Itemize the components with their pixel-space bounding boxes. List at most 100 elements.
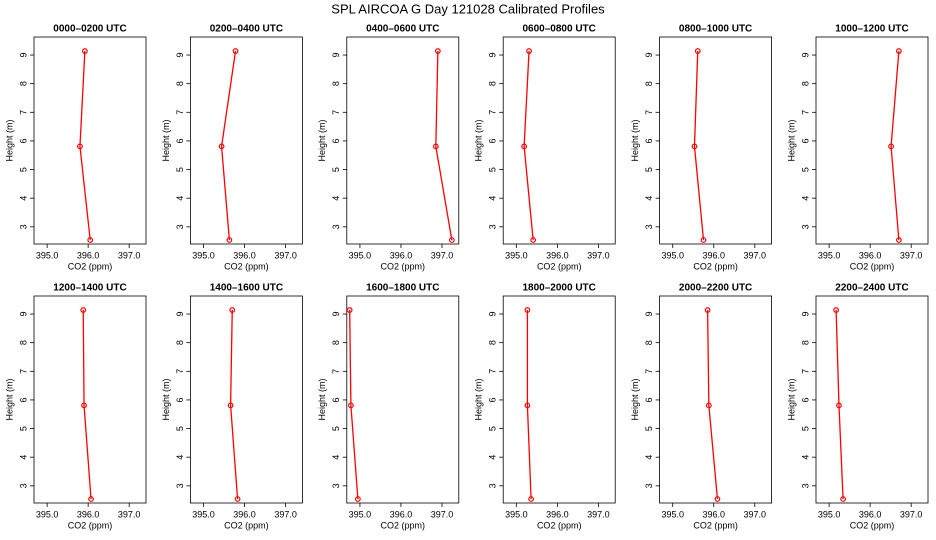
y-tick-label: 6 [644,397,654,402]
y-tick-label: 7 [488,369,498,374]
y-tick-label: 9 [331,312,341,317]
y-tick-label: 8 [800,340,810,345]
y-tick-label: 3 [800,224,810,229]
y-tick-label: 6 [18,397,28,402]
x-tick-label: 396.0 [77,250,100,260]
y-tick-label: 4 [800,196,810,201]
y-tick-label: 4 [175,455,185,460]
y-axis-label: Height (m) [630,119,640,161]
y-tick-label: 6 [488,138,498,143]
profile-point [229,307,236,313]
panel-title: 1400–1600 UTC [210,283,283,294]
y-tick-label: 7 [175,110,185,115]
panel: 0600–0800 UTC 395.0 396.0 397.0 3 4 5 6 7 8 9 CO2 (… [474,24,616,271]
x-tick-label: 397.0 [118,509,141,519]
y-tick-label: 6 [331,397,341,402]
x-axis-label: CO2 (ppm) [693,261,738,271]
x-tick-label: 396.0 [546,509,569,519]
x-tick-label: 396.0 [702,250,725,260]
x-tick-label: 397.0 [744,250,767,260]
y-tick-label: 7 [18,110,28,115]
x-tick-label: 397.0 [900,250,923,260]
y-axis-label: Height (m) [4,378,14,420]
profile-line [82,310,92,500]
y-tick-label: 3 [644,483,654,488]
x-axis-label: CO2 (ppm) [537,520,582,530]
x-tick-label: 397.0 [587,509,610,519]
x-axis-label: CO2 (ppm) [224,520,269,530]
profile-point [888,143,894,150]
y-tick-label: 8 [488,340,498,345]
panel-title: 0600–0800 UTC [523,24,596,35]
x-axis-label: CO2 (ppm) [381,520,426,530]
x-tick-label: 396.0 [233,509,256,519]
profile-point [232,48,239,54]
profile-point [81,48,88,54]
y-tick-label: 6 [18,138,28,143]
y-tick-label: 4 [644,455,654,460]
x-axis-label: CO2 (ppm) [850,520,895,530]
panel: 1400–1600 UTC 395.0 396.0 397.0 3 4 5 6 7 8 9 CO2 (… [161,283,303,530]
y-tick-label: 7 [644,369,654,374]
y-tick-label: 8 [175,340,185,345]
y-tick-label: 6 [644,138,654,143]
y-tick-label: 9 [488,312,498,317]
profile-point [526,48,532,54]
x-tick-label: 396.0 [859,250,882,260]
x-tick-label: 395.0 [661,509,684,519]
profile-point [895,48,902,54]
profile-point [694,48,701,54]
y-tick-label: 3 [800,483,810,488]
x-tick-label: 395.0 [505,250,528,260]
y-axis-label: Height (m) [474,119,484,161]
y-tick-label: 9 [175,53,185,58]
profile-point [434,48,441,54]
y-tick-label: 4 [18,455,28,460]
x-axis-label: CO2 (ppm) [381,261,426,271]
x-tick-label: 397.0 [274,250,297,260]
y-tick-label: 5 [175,426,185,431]
y-tick-label: 3 [18,224,28,229]
x-tick-label: 397.0 [431,509,454,519]
panel: 2200–2400 UTC 395.0 396.0 397.0 3 4 5 6 7 8 9 CO2 (… [786,283,929,530]
y-axis-label: Height (m) [317,119,327,161]
y-tick-label: 6 [800,138,810,143]
profile-point [348,402,354,409]
x-tick-label: 396.0 [546,250,569,260]
y-tick-label: 9 [488,53,498,58]
profile-point [705,402,712,409]
y-tick-label: 4 [488,455,498,460]
x-axis-label: CO2 (ppm) [224,261,269,271]
x-tick-label: 396.0 [233,250,256,260]
panel: 0800–1000 UTC 395.0 396.0 397.0 3 4 5 6 7 8 9 CO2 (… [630,24,772,271]
profile-line [890,50,900,241]
y-tick-label: 7 [18,369,28,374]
profile-point [895,237,902,243]
panel: 1200–1400 UTC 395.0 396.0 397.0 3 4 5 6 7 8 9 CO2 (… [4,283,147,530]
x-tick-label: 397.0 [744,509,767,519]
panel-title: 0400–0600 UTC [366,24,439,35]
x-tick-label: 397.0 [431,250,454,260]
panel: 0000–0200 UTC 395.0 396.0 397.0 3 4 5 6 7 8 9 CO2 (… [4,24,147,271]
x-tick-label: 397.0 [587,250,610,260]
y-tick-label: 4 [800,455,810,460]
x-tick-label: 395.0 [192,250,215,260]
y-tick-label: 4 [331,196,341,201]
profile-point [700,237,707,243]
panel: 0400–0600 UTC 395.0 396.0 397.0 3 4 5 6 7 8 9 CO2 (… [317,24,460,271]
plot-frame [815,36,929,245]
x-tick-label: 397.0 [274,509,297,519]
y-tick-label: 6 [175,397,185,402]
x-axis-label: CO2 (ppm) [68,520,113,530]
y-tick-label: 9 [18,53,28,58]
profile-point [521,143,528,150]
profile-point [528,496,534,502]
y-tick-label: 5 [18,426,28,431]
panel: 1800–2000 UTC 395.0 396.0 397.0 3 4 5 6 7 8 9 CO2 (… [474,283,616,530]
profile-point [227,402,234,409]
x-tick-label: 395.0 [818,250,841,260]
profile-line [835,310,844,500]
profile-line [526,310,532,500]
profile-line [523,50,534,241]
